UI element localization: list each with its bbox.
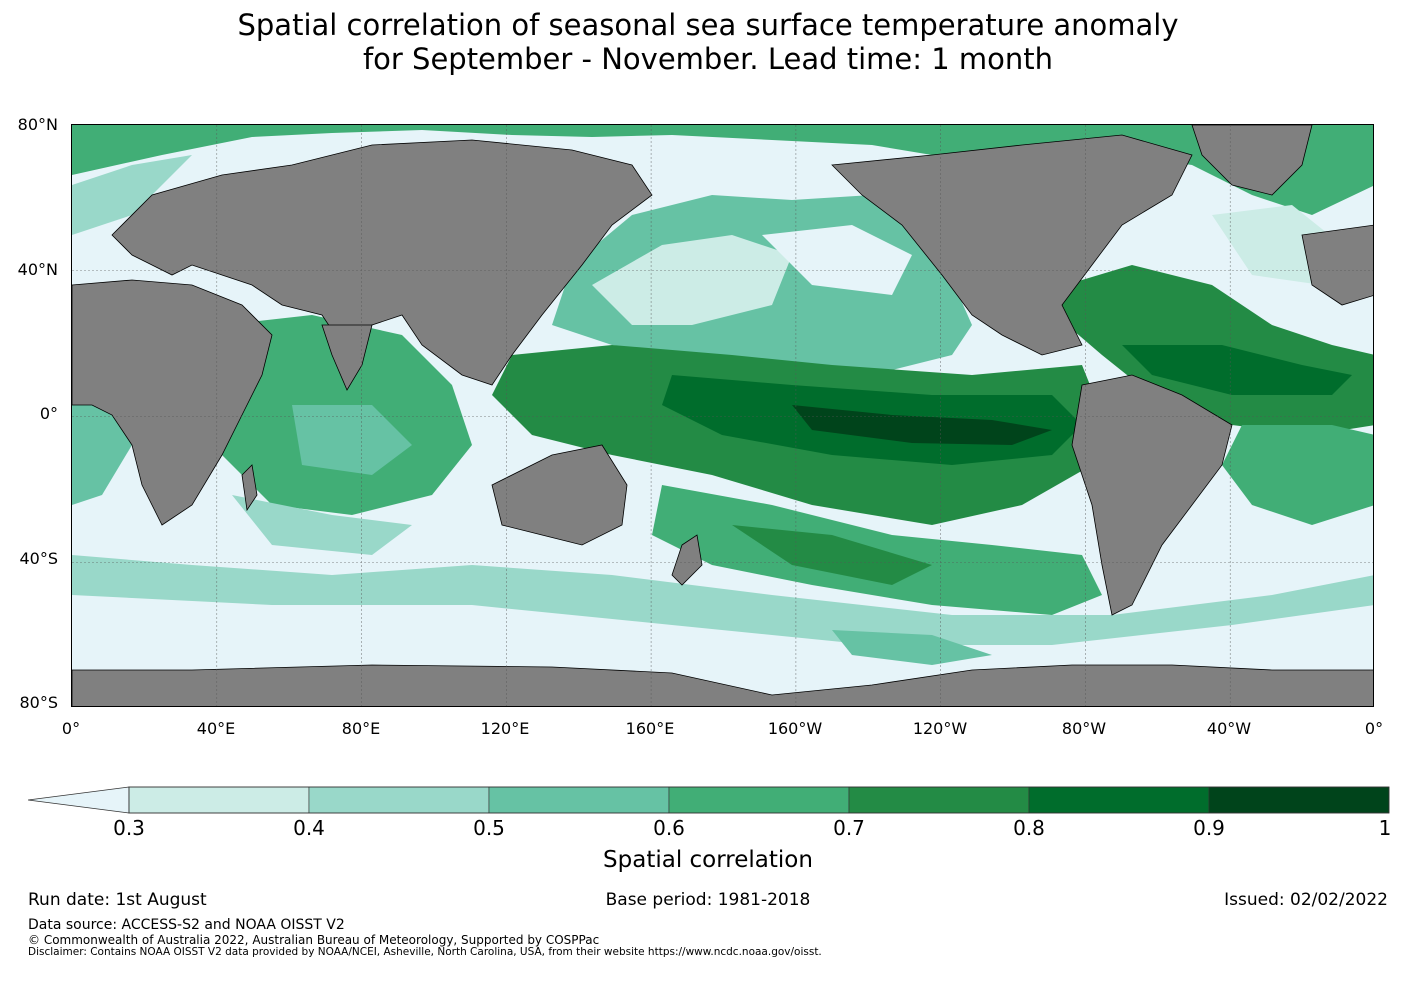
landmass-india xyxy=(321,324,373,391)
lon-label-80w: 80°W xyxy=(1061,719,1107,738)
patch-southern-ocean-band xyxy=(72,555,1373,645)
colorbar-outline xyxy=(128,786,1390,814)
colorbar-bin xyxy=(848,786,1030,814)
colorbar-tick-0-3: 0.3 xyxy=(113,816,145,840)
chart-title-line-1: Spatial correlation of seasonal sea surf… xyxy=(237,8,1179,42)
landmass-new-zealand xyxy=(671,534,703,586)
patch-equatorial-core xyxy=(792,405,1052,445)
base-period: Base period: 1981-2018 xyxy=(605,890,811,910)
lat-label-80s: 80°S xyxy=(19,693,58,712)
colorbar-bin xyxy=(488,786,670,814)
colorbar-bin xyxy=(128,786,310,814)
colorbar-bins xyxy=(128,786,1390,814)
colorbar-bin xyxy=(1028,786,1210,814)
patch-norwegian-sea xyxy=(72,155,192,235)
landmass-australia xyxy=(491,444,628,546)
lat-label-40s: 40°S xyxy=(19,549,58,568)
lon-label-0-east: 0° xyxy=(1364,719,1384,738)
colorbar-bin xyxy=(668,786,850,814)
lon-label-40e: 40°E xyxy=(196,719,236,738)
lon-label-80e: 80°E xyxy=(341,719,381,738)
lat-label-40n: 40°N xyxy=(17,260,58,279)
lon-label-40w: 40°W xyxy=(1206,719,1252,738)
issued-date: Issued: 02/02/2022 xyxy=(1224,890,1388,910)
patch-north-pacific-low xyxy=(762,225,912,295)
patch-south-atlantic xyxy=(1222,425,1373,525)
colorbar-bin xyxy=(1208,786,1390,814)
landmass-north-america xyxy=(831,134,1193,356)
lon-label-160w: 160°W xyxy=(767,719,823,738)
landmass-eurasia xyxy=(111,139,653,386)
colorbar xyxy=(28,786,1390,814)
colorbar-under-arrow xyxy=(28,786,130,814)
colorbar-bin xyxy=(308,786,490,814)
landmass-western-europe xyxy=(1301,224,1373,306)
patch-north-pacific-light xyxy=(592,235,792,325)
landmass-antarctica xyxy=(72,664,1373,706)
colorbar-tick-0-8: 0.8 xyxy=(1013,816,1045,840)
map-canvas xyxy=(72,125,1373,706)
landmass-south-america xyxy=(1071,374,1233,616)
land-masses xyxy=(72,125,1373,706)
chart-title-line-2: for September - November. Lead time: 1 m… xyxy=(362,42,1054,76)
copyright-notice: © Commonwealth of Australia 2022, Austra… xyxy=(28,933,600,947)
landmass-greenland xyxy=(1191,125,1313,196)
correlation-patches xyxy=(72,125,1373,665)
lon-label-160e: 160°E xyxy=(625,719,675,738)
landmass-madagascar xyxy=(241,464,258,512)
patch-south-indian xyxy=(232,495,412,555)
colorbar-tick-0-6: 0.6 xyxy=(653,816,685,840)
patch-south-pacific-core xyxy=(732,525,932,585)
correlation-map xyxy=(71,124,1374,707)
colorbar-tick-0-7: 0.7 xyxy=(833,816,865,840)
lat-label-0: 0° xyxy=(39,404,58,423)
lon-label-0-west: 0° xyxy=(61,719,81,738)
disclaimer: Disclaimer: Contains NOAA OISST V2 data … xyxy=(28,946,822,958)
data-source: Data source: ACCESS-S2 and NOAA OISST V2 xyxy=(28,917,345,933)
run-date: Run date: 1st August xyxy=(28,890,207,910)
colorbar-tick-0-5: 0.5 xyxy=(473,816,505,840)
patch-southern-ocean-core xyxy=(832,630,992,665)
colorbar-tick-0-9: 0.9 xyxy=(1193,816,1225,840)
map-gridlines xyxy=(72,125,1373,706)
patch-tropical-atlantic xyxy=(1122,345,1352,395)
patch-indian-ocean-light xyxy=(292,405,412,475)
lat-label-80n: 80°N xyxy=(17,115,58,134)
lon-label-120e: 120°E xyxy=(480,719,530,738)
lon-label-120w: 120°W xyxy=(912,719,968,738)
colorbar-tick-1: 1 xyxy=(1378,816,1392,840)
colorbar-tick-0-4: 0.4 xyxy=(293,816,325,840)
colorbar-label: Spatial correlation xyxy=(603,847,813,873)
